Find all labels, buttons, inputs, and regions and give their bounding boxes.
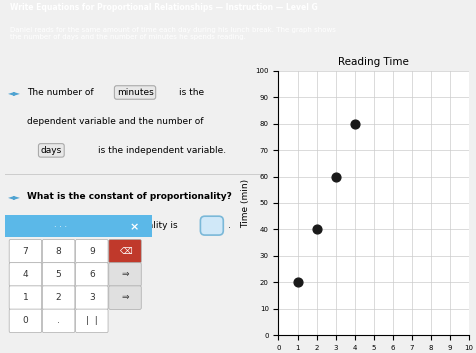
FancyBboxPatch shape	[76, 309, 108, 333]
Text: 9: 9	[89, 247, 95, 256]
Point	[294, 280, 301, 285]
FancyBboxPatch shape	[5, 215, 152, 237]
FancyBboxPatch shape	[42, 286, 75, 309]
Text: The number of: The number of	[27, 88, 94, 97]
Text: .: .	[228, 221, 231, 230]
Text: is the: is the	[179, 88, 204, 97]
Text: 0: 0	[22, 316, 28, 325]
Text: 4: 4	[22, 270, 28, 279]
Text: 1: 1	[22, 293, 28, 302]
Text: ◄►: ◄►	[8, 192, 21, 201]
Text: ⇒: ⇒	[121, 270, 129, 279]
Text: 8: 8	[56, 247, 61, 256]
FancyBboxPatch shape	[9, 239, 42, 263]
Text: 3: 3	[89, 293, 95, 302]
Title: Reading Time: Reading Time	[338, 57, 409, 67]
Text: 6: 6	[89, 270, 95, 279]
FancyBboxPatch shape	[9, 309, 42, 333]
Text: What is the constant of proportionality?: What is the constant of proportionality?	[27, 192, 232, 201]
FancyBboxPatch shape	[42, 263, 75, 286]
Y-axis label: Time (min): Time (min)	[241, 178, 250, 228]
Text: Daniel reads for the same amount of time each day during his lunch break. The gr: Daniel reads for the same amount of time…	[10, 27, 336, 40]
Text: · · ·: · · ·	[54, 223, 68, 232]
Text: minutes: minutes	[117, 88, 153, 97]
FancyBboxPatch shape	[9, 263, 42, 286]
Text: 7: 7	[22, 247, 28, 256]
Text: The constant of proportionality is: The constant of proportionality is	[27, 221, 178, 230]
Text: .: .	[57, 316, 60, 325]
Text: 5: 5	[56, 270, 61, 279]
Point	[313, 227, 320, 232]
FancyBboxPatch shape	[109, 286, 141, 309]
Text: ◄►: ◄►	[8, 221, 21, 230]
Text: Write Equations for Proportional Relationships — Instruction — Level G: Write Equations for Proportional Relatio…	[10, 3, 317, 12]
FancyBboxPatch shape	[76, 286, 108, 309]
Text: ◄►: ◄►	[8, 88, 21, 97]
Point	[332, 174, 339, 179]
FancyBboxPatch shape	[42, 309, 75, 333]
FancyBboxPatch shape	[9, 286, 42, 309]
Text: ×: ×	[130, 222, 139, 232]
Text: dependent variable and the number of: dependent variable and the number of	[27, 117, 204, 126]
FancyBboxPatch shape	[76, 239, 108, 263]
Text: days: days	[40, 146, 62, 155]
Text: 2: 2	[56, 293, 61, 302]
FancyBboxPatch shape	[76, 263, 108, 286]
Text: ⌫: ⌫	[119, 247, 131, 256]
FancyBboxPatch shape	[109, 239, 141, 263]
FancyBboxPatch shape	[109, 263, 141, 286]
Text: |  |: | |	[86, 316, 98, 325]
FancyBboxPatch shape	[42, 239, 75, 263]
Text: ⇒: ⇒	[121, 293, 129, 302]
Point	[351, 121, 358, 126]
Text: is the independent variable.: is the independent variable.	[98, 146, 226, 155]
